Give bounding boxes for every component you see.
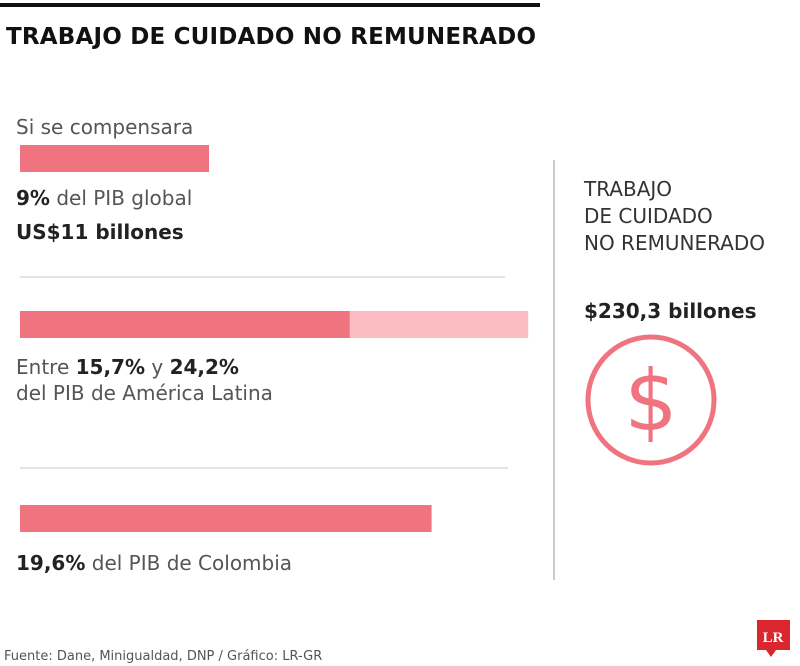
side-title: DE CUIDADO <box>584 204 713 228</box>
top-rule <box>0 3 540 7</box>
caption-text: Entre <box>16 355 76 379</box>
caption: 19,6% del PIB de Colombia <box>16 551 292 575</box>
title: TRABAJO DE CUIDADO NO REMUNERADO <box>6 24 536 50</box>
value-label: 24,2% <box>170 355 239 379</box>
side-title: TRABAJO <box>583 177 672 201</box>
bar <box>20 505 432 532</box>
caption-text: del PIB de Colombia <box>85 551 292 575</box>
side-amount: $230,3 billones <box>584 299 756 323</box>
icon-symbol: $ <box>624 352 677 450</box>
amount: US$11 billones <box>16 220 184 244</box>
bar <box>20 311 350 338</box>
source: Fuente: Dane, Minigualdad, DNP / Gráfico… <box>4 649 322 664</box>
logo-box <box>757 620 790 650</box>
logo: LR <box>763 630 784 646</box>
side-title: NO REMUNERADO <box>584 231 765 255</box>
caption-text: del PIB de América Latina <box>16 381 273 405</box>
logo-tail <box>766 650 776 657</box>
caption-text: y <box>145 355 170 379</box>
bar <box>20 145 209 172</box>
caption: 9% del PIB global <box>16 186 192 210</box>
intro: Si se compensara <box>16 115 193 139</box>
value-label: 15,7% <box>76 355 145 379</box>
caption: Entre 15,7% y 24,2% <box>16 355 239 379</box>
value-label: 9% <box>16 186 50 210</box>
icon-circle <box>585 334 717 466</box>
value-label: 19,6% <box>16 551 85 575</box>
caption-text: del PIB global <box>50 186 192 210</box>
